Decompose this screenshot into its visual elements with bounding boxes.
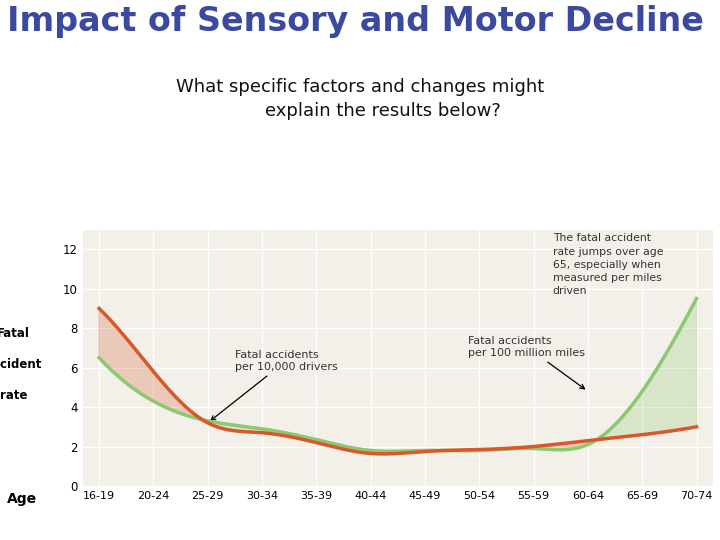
- Text: accident: accident: [0, 357, 42, 371]
- Text: rate: rate: [0, 389, 27, 402]
- Text: Fatal: Fatal: [0, 327, 30, 340]
- Text: Fatal accidents
per 10,000 drivers: Fatal accidents per 10,000 drivers: [211, 350, 338, 420]
- Text: Fatal accidents
per 100 million miles: Fatal accidents per 100 million miles: [469, 336, 585, 389]
- Text: What specific factors and changes might
        explain the results below?: What specific factors and changes might …: [176, 78, 544, 120]
- Text: The fatal accident
rate jumps over age
65, especially when
measured per miles
dr: The fatal accident rate jumps over age 6…: [552, 233, 663, 296]
- Text: Impact of Sensory and Motor Decline: Impact of Sensory and Motor Decline: [7, 5, 704, 38]
- Text: Age: Age: [7, 492, 37, 507]
